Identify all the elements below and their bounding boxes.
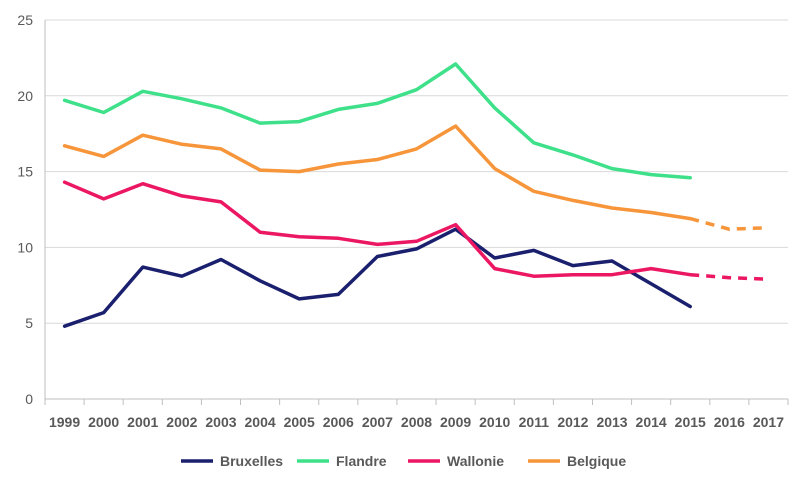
- series-lines: [62, 62, 769, 328]
- x-tick-label: 2011: [519, 414, 550, 430]
- x-tick-label: 2005: [284, 414, 315, 430]
- legend-label: Flandre: [336, 453, 387, 469]
- y-tick-labels: 0 5 10 15 20 25: [17, 12, 33, 407]
- series-line-flandre: [62, 62, 692, 180]
- y-tick-label: 15: [17, 164, 33, 180]
- series-line-bruxelles: [62, 227, 692, 328]
- series-forecast-wallonie: [690, 272, 769, 281]
- x-tick-label: 2004: [245, 414, 276, 430]
- series-line-wallonie: [62, 180, 692, 278]
- legend-item-wallonie: Wallonie: [408, 453, 504, 469]
- legend-label: Bruxelles: [220, 453, 283, 469]
- x-tick-label: 2015: [675, 414, 706, 430]
- x-tick-label: 2012: [557, 414, 588, 430]
- x-tick-label: 2017: [753, 414, 784, 430]
- x-tick-label: 2007: [362, 414, 393, 430]
- x-tick-label: 2003: [205, 414, 236, 430]
- legend-label: Wallonie: [447, 453, 504, 469]
- x-tick-label: 2006: [323, 414, 354, 430]
- x-tick-labels: 1999 2000 2001 2002 2003 2004 2005 2006 2007 2008…: [49, 414, 784, 430]
- x-tick-label: 2009: [440, 414, 471, 430]
- x-tick-label: 2014: [636, 414, 667, 430]
- legend-item-bruxelles: Bruxelles: [181, 453, 283, 469]
- x-tick-label: 2013: [596, 414, 627, 430]
- legend: Bruxelles Flandre Wallonie Belgique: [181, 453, 626, 469]
- legend-item-belgique: Belgique: [528, 453, 626, 469]
- legend-item-flandre: Flandre: [297, 453, 387, 469]
- x-tick-label: 2008: [401, 414, 432, 430]
- gridlines: [45, 19, 788, 324]
- y-tick-label: 25: [17, 12, 33, 28]
- y-tick-label: 5: [25, 315, 33, 331]
- y-tick-label: 10: [17, 239, 33, 255]
- legend-label: Belgique: [567, 453, 626, 469]
- y-tick-label: 20: [17, 88, 33, 104]
- x-tick-label: 2010: [479, 414, 510, 430]
- series-line-belgique: [62, 124, 692, 221]
- x-tick-label: 2000: [88, 414, 119, 430]
- x-tick-label: 1999: [49, 414, 80, 430]
- x-tick-label: 2002: [166, 414, 197, 430]
- series-forecast-belgique: [689, 216, 769, 231]
- axes: [44, 20, 789, 405]
- x-tick-label: 2016: [714, 414, 745, 430]
- y-tick-label: 0: [25, 391, 33, 407]
- x-tick-label: 2001: [127, 414, 158, 430]
